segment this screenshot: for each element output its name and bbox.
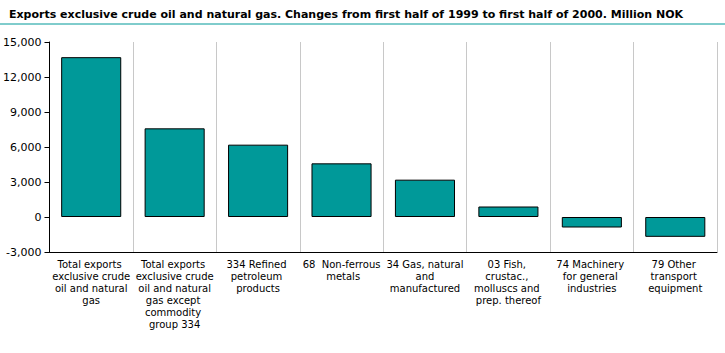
svg-text:molluscs and: molluscs and: [474, 283, 543, 294]
svg-text:industries: industries: [567, 283, 616, 294]
svg-text:9,000: 9,000: [10, 106, 42, 119]
svg-text:for general: for general: [563, 271, 621, 282]
svg-text:gas: gas: [82, 295, 100, 306]
svg-text:manufactured: manufactured: [390, 283, 460, 294]
svg-text:transport: transport: [651, 271, 700, 282]
svg-text:petroleum: petroleum: [231, 271, 286, 282]
svg-text:15,000: 15,000: [3, 36, 42, 49]
svg-text:and: and: [412, 271, 437, 282]
svg-text:6,000: 6,000: [10, 141, 42, 154]
svg-text:crustac.,: crustac.,: [485, 271, 531, 282]
svg-text:commodity: commodity: [145, 307, 204, 318]
svg-text:3,000: 3,000: [10, 176, 42, 189]
svg-text:prep. thereof: prep. thereof: [476, 295, 542, 306]
svg-text:products: products: [236, 283, 280, 294]
svg-text:34 Gas, natural: 34 Gas, natural: [386, 259, 463, 270]
svg-text:Total exports: Total exports: [57, 259, 125, 270]
svg-text:Total exports: Total exports: [140, 259, 208, 270]
svg-text:equipment: equipment: [648, 283, 702, 294]
svg-text:oil and natural: oil and natural: [135, 283, 214, 294]
svg-text:metals: metals: [323, 271, 360, 282]
svg-text:334 Refined: 334 Refined: [226, 259, 289, 270]
svg-text:03 Fish,: 03 Fish,: [488, 259, 530, 270]
svg-text:-3,000: -3,000: [6, 246, 41, 259]
svg-text:oil and natural: oil and natural: [52, 283, 131, 294]
svg-text:79 Other: 79 Other: [652, 259, 699, 270]
svg-text:exclusive crude: exclusive crude: [52, 271, 130, 282]
svg-text:group 334: group 334: [149, 319, 200, 330]
svg-text:68 Non-ferrous: 68 Non-ferrous: [303, 259, 381, 270]
svg-text:0: 0: [34, 211, 41, 224]
svg-text:74 Machinery: 74 Machinery: [556, 259, 627, 270]
svg-text:exclusive crude: exclusive crude: [136, 271, 214, 282]
svg-text:Exports exclusive crude oil an: Exports exclusive crude oil and natural …: [9, 8, 684, 21]
svg-text:gas except: gas except: [146, 295, 204, 306]
svg-text:12,000: 12,000: [3, 71, 42, 84]
